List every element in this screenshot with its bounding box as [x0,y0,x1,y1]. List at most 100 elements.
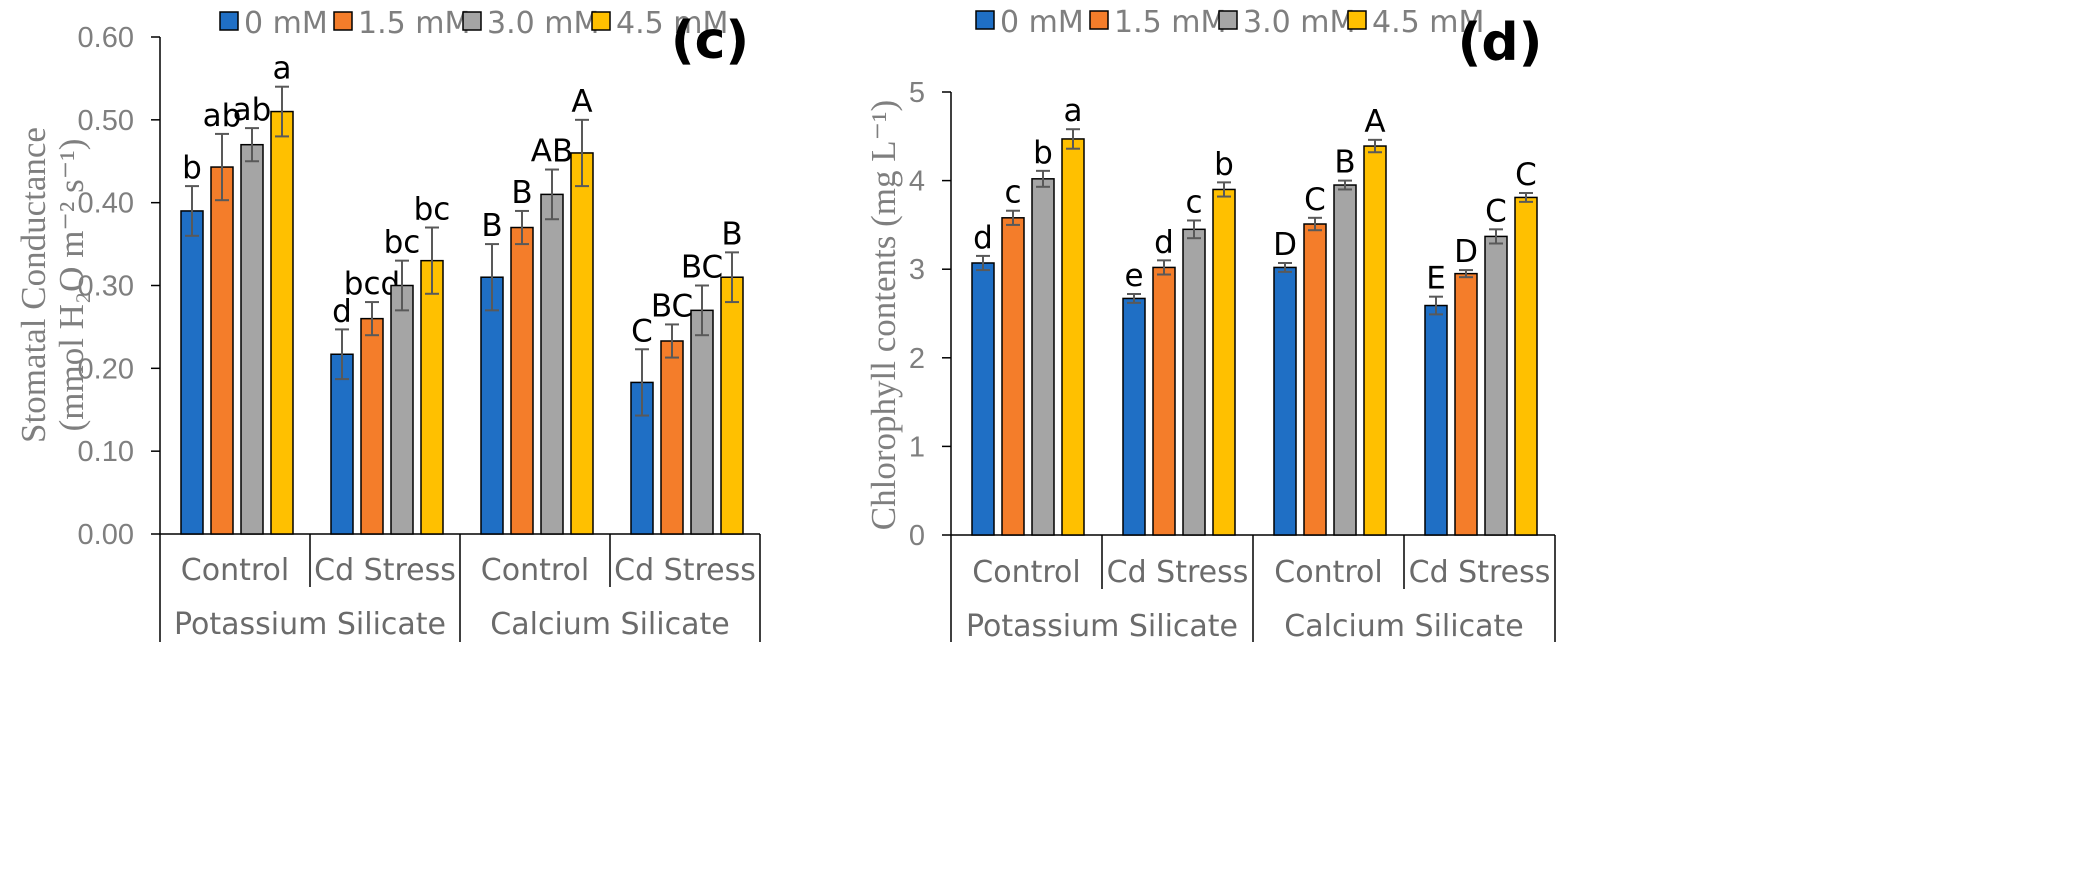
significance-label: d [1154,224,1174,260]
legend-swatch [1347,10,1367,30]
legend-label: 3.0 mM [1243,5,1355,40]
y-axis-title-units: (mmol H₂O m⁻² s⁻¹) [52,139,91,432]
significance-label: d [332,293,352,329]
x-category-label: Cd Stress [1107,555,1249,590]
bar-0mm [480,276,504,535]
significance-label: bc [384,225,421,261]
y-tick-label: 0.00 [78,519,134,551]
y-tick-label: 0.10 [78,436,134,468]
bar-3-0mm [690,309,714,535]
significance-label: E [1426,261,1446,297]
bar-4-5mm [720,276,744,535]
significance-label: ab [203,98,242,134]
x-group-label: Potassium Silicate [174,607,446,642]
significance-label: C [631,313,653,349]
significance-label: B [511,175,532,211]
legend-swatch [462,11,482,31]
bar-0mm [330,353,354,535]
y-axis-title: Chlorophyll contents (mg L⁻¹) [864,100,903,530]
significance-label: A [571,84,592,120]
bar-3-0mm [390,284,414,535]
bar-1-5mm [210,166,234,535]
legend-label: 0 mM [244,6,328,41]
legend-swatch [1218,10,1238,30]
y-tick-label: 0 [909,520,925,552]
y-tick-label: 0.50 [78,105,134,137]
legend-swatch [333,11,353,31]
bar-4-5mm [1514,196,1538,536]
bar-3-0mm [1031,178,1055,536]
significance-label: a [273,51,292,87]
x-category-label: Control [972,555,1080,590]
legend-label: 0 mM [1000,5,1084,40]
legend-swatch [975,10,995,30]
significance-label: d [973,220,993,256]
significance-label: ab [233,92,272,128]
bar-4-5mm [1212,188,1236,536]
significance-label: A [1364,104,1385,140]
bar-1-5mm [1001,217,1025,536]
bar-1-5mm [1152,266,1176,536]
bar-0mm [180,210,204,535]
significance-label: D [1454,234,1478,270]
y-tick-label: 2 [909,343,925,375]
bar-1-5mm [660,340,684,535]
bar-4-5mm [270,110,294,535]
bar-3-0mm [540,193,564,535]
significance-label: D [1273,227,1297,263]
significance-label: a [1064,93,1083,129]
significance-label: B [721,216,742,252]
bar-3-0mm [240,143,264,535]
bar-0mm [971,262,995,536]
legend-swatch [219,11,239,31]
legend-label: 4.5 mM [1372,5,1484,40]
x-category-label: Control [1274,555,1382,590]
x-group-label: Calcium Silicate [490,607,729,642]
y-tick-label: 4 [909,166,925,198]
bar-1-5mm [360,317,384,535]
x-category-label: Control [181,553,289,588]
legend-label: 4.5 mM [616,6,728,41]
bar-4-5mm [1061,138,1085,536]
legend-swatch [591,11,611,31]
x-category-label: Cd Stress [1409,555,1551,590]
panel-label: (d) [1458,13,1543,73]
significance-label: C [1515,157,1537,193]
bar-0mm [1273,266,1297,536]
legend-swatch [1089,10,1109,30]
y-tick-label: 3 [909,254,925,286]
significance-label: bc [414,192,451,228]
legend-label: 1.5 mM [1114,5,1226,40]
significance-label: BC [681,250,723,286]
y-tick-label: 0.30 [78,271,134,303]
significance-label: b [182,150,202,186]
bar-0mm [1122,297,1146,536]
significance-label: c [1004,175,1021,211]
bar-3-0mm [1484,235,1508,536]
x-group-label: Calcium Silicate [1284,609,1523,644]
bar-3-0mm [1182,228,1206,536]
x-category-label: Cd Stress [614,553,756,588]
significance-label: C [1485,193,1507,229]
x-category-label: Cd Stress [314,553,456,588]
significance-label: B [1334,145,1355,181]
significance-label: b [1033,135,1053,171]
bar-4-5mm [420,259,444,535]
significance-label: B [481,208,502,244]
legend-label: 3.0 mM [487,6,599,41]
panel-label: (c) [671,11,749,71]
legend-label: 1.5 mM [358,6,470,41]
y-axis-title: Stomatal Conductance [14,127,53,443]
x-category-label: Control [481,553,589,588]
bar-4-5mm [570,152,594,535]
significance-label: BC [651,288,693,324]
bar-1-5mm [510,226,534,535]
significance-label: C [1304,182,1326,218]
significance-label: AB [531,134,573,170]
bar-1-5mm [1303,223,1327,536]
y-tick-label: 0.20 [78,353,134,385]
y-tick-label: 0.60 [78,22,134,54]
bar-3-0mm [1333,184,1357,536]
y-tick-label: 5 [909,77,925,109]
